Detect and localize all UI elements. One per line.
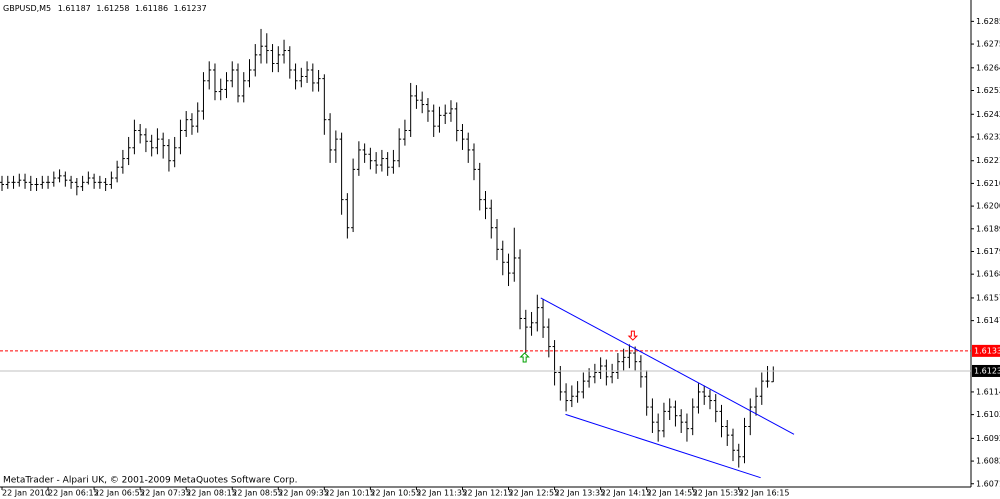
y-tick-label: 1.62000 (976, 202, 1000, 211)
y-tick-label: 1.61035 (976, 410, 1000, 419)
y-tick-label: 1.62535 (976, 86, 1000, 95)
x-tick-label: 22 Jan 11:35 (416, 489, 467, 498)
x-tick-label: 22 Jan 2010 (2, 489, 50, 498)
last-close: 1.61237 (174, 4, 207, 13)
chart-title: GBPUSD,M5 (3, 4, 51, 13)
y-tick-label: 1.60820 (976, 457, 1000, 466)
y-tick-label: 1.61685 (976, 270, 1000, 279)
alert-label: 1.6133 (974, 346, 1000, 355)
price-label-box (972, 364, 1000, 377)
y-tick-label: 1.62750 (976, 40, 1000, 49)
chart-header: GBPUSD,M5 1.61187 1.61258 1.61186 1.6123… (3, 4, 207, 13)
y-tick-label: 1.61140 (976, 387, 1000, 396)
price-label: 1.61237 (974, 366, 1000, 375)
x-tick-label: 22 Jan 06:15 (48, 489, 99, 498)
trendline (565, 413, 761, 479)
x-tick-label: 22 Jan 09:35 (278, 489, 329, 498)
y-tick-label: 1.60925 (976, 434, 1000, 443)
footer: MetaTrader - Alpari UK, © 2001-2009 Meta… (3, 476, 297, 486)
signal-arrow (519, 352, 530, 363)
alert-label-box (972, 344, 1000, 357)
y-tick-label: 1.61470 (976, 316, 1000, 325)
last-high: 1.61258 (96, 4, 129, 13)
x-tick-label: 22 Jan 07:35 (140, 489, 191, 498)
y-tick-label: 1.62105 (976, 179, 1000, 188)
y-tick-label: 1.62320 (976, 132, 1000, 141)
y-tick-label: 1.62425 (976, 110, 1000, 119)
y-tick-label: 1.61790 (976, 247, 1000, 256)
x-tick-label: 22 Jan 13:35 (555, 489, 606, 498)
x-tick-label: 22 Jan 12:15 (462, 489, 513, 498)
y-tick-label: 1.62855 (976, 17, 1000, 26)
y-tick-label: 1.61575 (976, 293, 1000, 302)
trendline (540, 297, 795, 435)
x-tick-label: 22 Jan 08:55 (232, 489, 283, 498)
x-tick-label: 22 Jan 14:55 (647, 489, 698, 498)
x-tick-label: 22 Jan 06:55 (94, 489, 145, 498)
last-low: 1.61186 (135, 4, 168, 13)
y-tick-label: 1.62210 (976, 156, 1000, 165)
x-tick-label: 22 Jan 15:35 (693, 489, 744, 498)
x-tick-label: 22 Jan 10:55 (370, 489, 421, 498)
x-tick-label: 22 Jan 16:15 (739, 489, 790, 498)
x-tick-label: 22 Jan 14:15 (601, 489, 652, 498)
y-tick-label: 1.62640 (976, 63, 1000, 72)
x-tick-label: 22 Jan 08:15 (186, 489, 237, 498)
x-tick-label: 22 Jan 10:15 (324, 489, 375, 498)
y-tick-label: 1.60715 (976, 479, 1000, 488)
last-open: 1.61187 (58, 4, 91, 13)
y-tick-label: 1.61895 (976, 224, 1000, 233)
signal-arrow (627, 330, 639, 341)
x-tick-label: 22 Jan 12:55 (509, 489, 560, 498)
